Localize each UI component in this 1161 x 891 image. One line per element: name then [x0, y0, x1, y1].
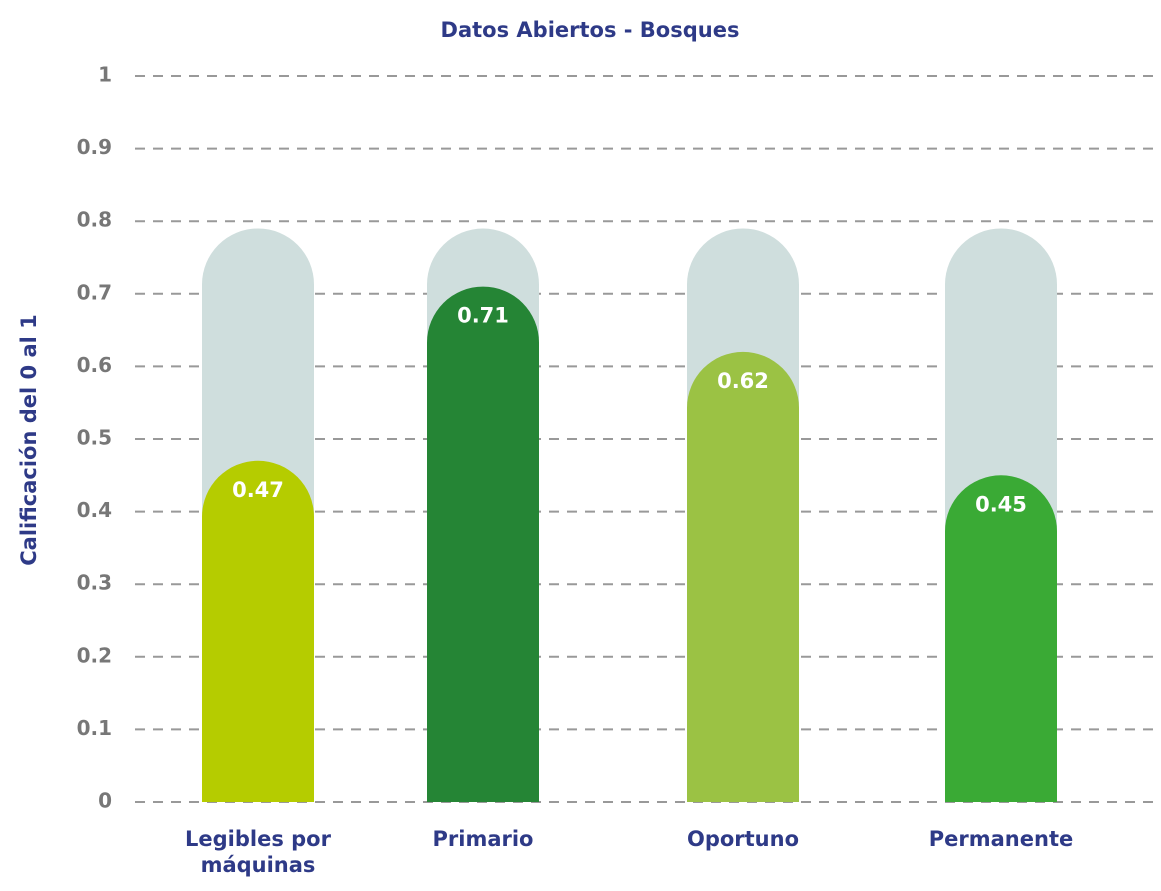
y-tick-label: 0 — [98, 789, 112, 813]
x-tick-label: Legibles por máquinas — [185, 827, 331, 877]
y-tick-label: 0.1 — [77, 716, 112, 740]
y-tick-label: 0.3 — [77, 571, 112, 595]
y-tick-label: 0.4 — [77, 498, 112, 522]
value-label: 0.71 — [457, 304, 509, 328]
y-tick-label: 0.8 — [77, 208, 112, 232]
y-axis-label: Calificación del 0 al 1 — [17, 314, 41, 566]
value-label: 0.45 — [975, 492, 1027, 516]
bar — [687, 351, 799, 802]
bar — [427, 286, 539, 802]
value-label: 0.47 — [232, 478, 284, 502]
y-tick-label: 0.5 — [77, 426, 112, 450]
y-tick-label: 0.6 — [77, 353, 112, 377]
value-label: 0.62 — [717, 369, 769, 393]
y-tick-label: 0.2 — [77, 643, 112, 667]
chart-title: Datos Abiertos - Bosques — [441, 18, 740, 42]
bar — [202, 460, 314, 802]
y-tick-label: 1 — [98, 63, 112, 87]
bar — [945, 475, 1057, 802]
y-tick-label: 0.7 — [77, 280, 112, 304]
y-tick-label: 0.9 — [77, 135, 112, 159]
x-tick-label: Permanente — [928, 827, 1074, 851]
x-tick-label: Oportuno — [686, 827, 800, 851]
x-tick-label: Primario — [432, 827, 534, 851]
